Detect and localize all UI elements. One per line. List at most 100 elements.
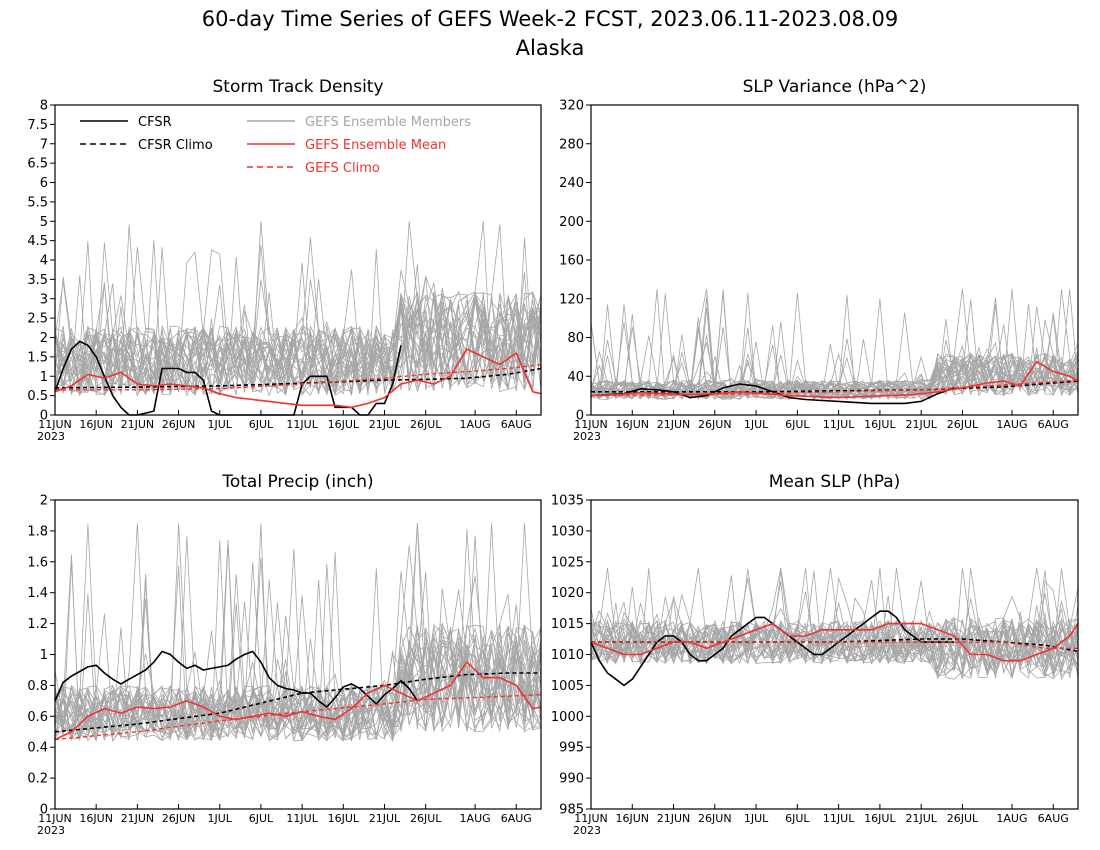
ensemble-member-line xyxy=(54,288,542,395)
x-tick-label: 6AUG xyxy=(501,812,532,825)
y-tick-label: 1000 xyxy=(551,710,584,725)
main-title: 60-day Time Series of GEFS Week-2 FCST, … xyxy=(201,7,899,31)
series-gefs-climo xyxy=(590,379,1079,397)
y-tick-label: 7 xyxy=(40,137,48,152)
ensemble-member-line xyxy=(590,569,1079,677)
series-cfsr xyxy=(54,650,419,709)
y-tick-label: 3 xyxy=(40,292,48,307)
x-tick-label: 21JUL xyxy=(905,812,937,825)
chart-panel-1: Storm Track Density 0 0.5 1 1.5 2 2.5 3 3.5 4 4.5 5… xyxy=(27,77,542,443)
x-tick-label: 6AUG xyxy=(501,418,532,431)
ensemble-members xyxy=(590,289,1079,401)
x-tick-label: 11JUN xyxy=(38,812,72,825)
y-tick-label: 4 xyxy=(40,254,48,269)
series-gefs-climo xyxy=(591,641,1078,649)
y-tick-label: 1035 xyxy=(551,494,584,509)
x-tick-label: 21JUL xyxy=(369,812,401,825)
y-tick-label: 200 xyxy=(559,215,584,230)
y-tick-label: 6.5 xyxy=(27,157,48,172)
y-tick-label: 5.5 xyxy=(27,195,48,210)
x-tick-label: 11JUL xyxy=(286,418,318,431)
y-tick-label: 1.4 xyxy=(27,586,48,601)
y-tick-label: 1005 xyxy=(551,679,584,694)
x-tick-label: 16JUN xyxy=(616,418,650,431)
ensemble-member-line xyxy=(590,567,1079,680)
series-gefs-climo xyxy=(54,694,542,741)
series-cfsr-climo xyxy=(591,638,1079,653)
y-tick-label: 240 xyxy=(559,176,584,191)
x-year-label: 2023 xyxy=(37,430,65,443)
series-cfsr-climo xyxy=(54,367,542,389)
x-tick-label: 6JUL xyxy=(249,812,274,825)
ensemble-member-line xyxy=(590,289,1079,400)
series-gefs-ensemble-mean xyxy=(54,348,542,409)
chart-panel-3: Total Precip (inch) 0 0.2 0.4 0.6 0.8 1 1.2 1.4 1… xyxy=(27,472,542,837)
y-tick-label: 0 xyxy=(40,409,48,424)
ensemble-member-line xyxy=(54,224,542,397)
chart-title: SLP Variance (hPa^2) xyxy=(743,77,927,97)
x-tick-label: 16JUN xyxy=(79,812,113,825)
x-tick-label: 1JUL xyxy=(744,418,769,431)
y-tick-label: 2.5 xyxy=(27,312,48,327)
legend-label: CFSR xyxy=(138,115,172,130)
x-year-label: 2023 xyxy=(37,824,65,837)
ensemble-members xyxy=(54,523,542,742)
x-tick-label: 26JUL xyxy=(410,418,442,431)
x-tick-label: 21JUN xyxy=(657,812,691,825)
y-tick-label: 280 xyxy=(559,137,584,152)
y-tick-label: 320 xyxy=(559,99,584,114)
y-tick-label: 0 xyxy=(40,803,48,818)
y-tick-label: 7.5 xyxy=(27,118,48,133)
x-tick-label: 16JUL xyxy=(864,418,896,431)
y-tick-label: 6 xyxy=(40,176,48,191)
y-tick-label: 1.2 xyxy=(27,617,48,632)
x-tick-label: 1JUL xyxy=(208,812,233,825)
x-tick-label: 16JUL xyxy=(864,812,896,825)
ensemble-member-line xyxy=(54,564,542,742)
ensemble-member-line xyxy=(590,313,1079,400)
y-tick-label: 5 xyxy=(40,215,48,230)
x-tick-label: 26JUN xyxy=(162,812,196,825)
ensemble-member-line xyxy=(590,289,1079,398)
y-tick-label: 995 xyxy=(559,741,584,756)
y-tick-label: 1 xyxy=(40,370,48,385)
x-tick-label: 21JUN xyxy=(121,418,155,431)
ensemble-member-line xyxy=(54,602,542,742)
x-tick-label: 21JUL xyxy=(905,418,937,431)
y-tick-label: 1010 xyxy=(551,648,584,663)
x-tick-label: 1AUG xyxy=(996,812,1027,825)
y-tick-label: 0.6 xyxy=(27,710,48,725)
y-tick-label: 2 xyxy=(40,331,48,346)
ensemble-member-line xyxy=(54,290,542,396)
x-tick-label: 21JUN xyxy=(657,418,691,431)
x-tick-label: 1AUG xyxy=(460,418,491,431)
ensemble-member-line xyxy=(54,523,542,742)
x-tick-label: 11JUN xyxy=(38,418,72,431)
x-tick-label: 1JUL xyxy=(208,418,233,431)
y-tick-label: 4.5 xyxy=(27,234,48,249)
ensemble-members xyxy=(590,567,1079,681)
chart-title: Total Precip (inch) xyxy=(221,472,373,492)
x-tick-label: 1AUG xyxy=(460,812,491,825)
legend: CFSR CFSR Climo GEFS Ensemble Members GEFS … xyxy=(80,115,471,176)
x-tick-label: 11JUN xyxy=(574,812,608,825)
y-tick-label: 2 xyxy=(40,494,48,509)
series-gefs-ensemble-mean xyxy=(590,622,1079,662)
x-year-label: 2023 xyxy=(573,430,601,443)
y-tick-label: 1.6 xyxy=(27,555,48,570)
legend-label: GEFS Ensemble Mean xyxy=(305,138,446,153)
x-tick-label: 26JUN xyxy=(698,418,732,431)
ensemble-member-line xyxy=(54,542,542,736)
x-tick-label: 26JUL xyxy=(410,812,442,825)
chart-panel-4: Mean SLP (hPa) 985 990 995 1000 1005 1010 1015 1… xyxy=(551,472,1079,837)
y-tick-label: 3.5 xyxy=(27,273,48,288)
x-tick-label: 21JUN xyxy=(121,812,155,825)
ensemble-member-line xyxy=(590,567,1079,678)
y-tick-label: 0 xyxy=(576,409,584,424)
y-tick-label: 985 xyxy=(559,803,584,818)
x-tick-label: 6JUL xyxy=(785,418,810,431)
x-tick-label: 6JUL xyxy=(785,812,810,825)
x-tick-label: 16JUL xyxy=(328,418,360,431)
ensemble-member-line xyxy=(54,249,542,396)
chart-panel-2: SLP Variance (hPa^2) 0 40 80 120 160 200 240 280… xyxy=(559,77,1079,443)
